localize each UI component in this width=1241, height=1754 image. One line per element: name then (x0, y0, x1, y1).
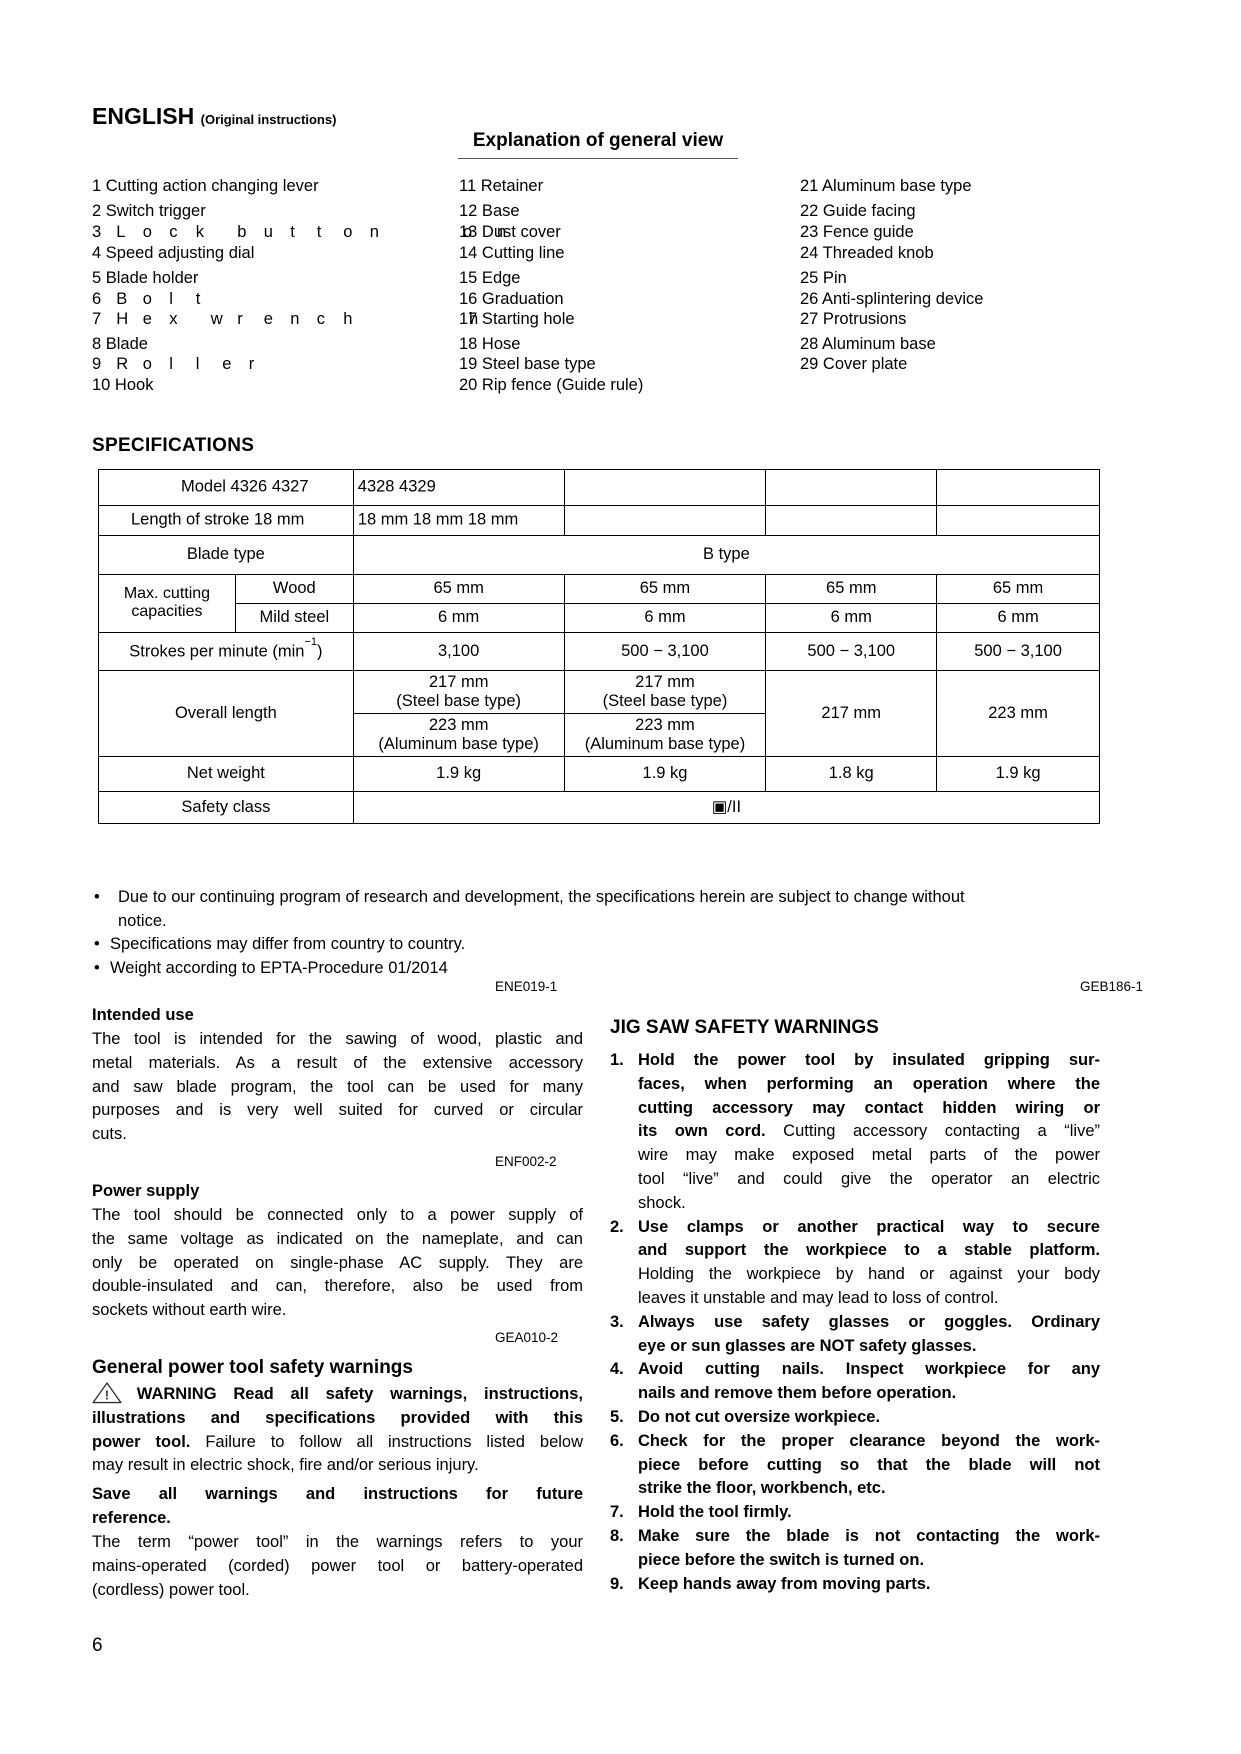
svg-text:!: ! (105, 1389, 109, 1403)
